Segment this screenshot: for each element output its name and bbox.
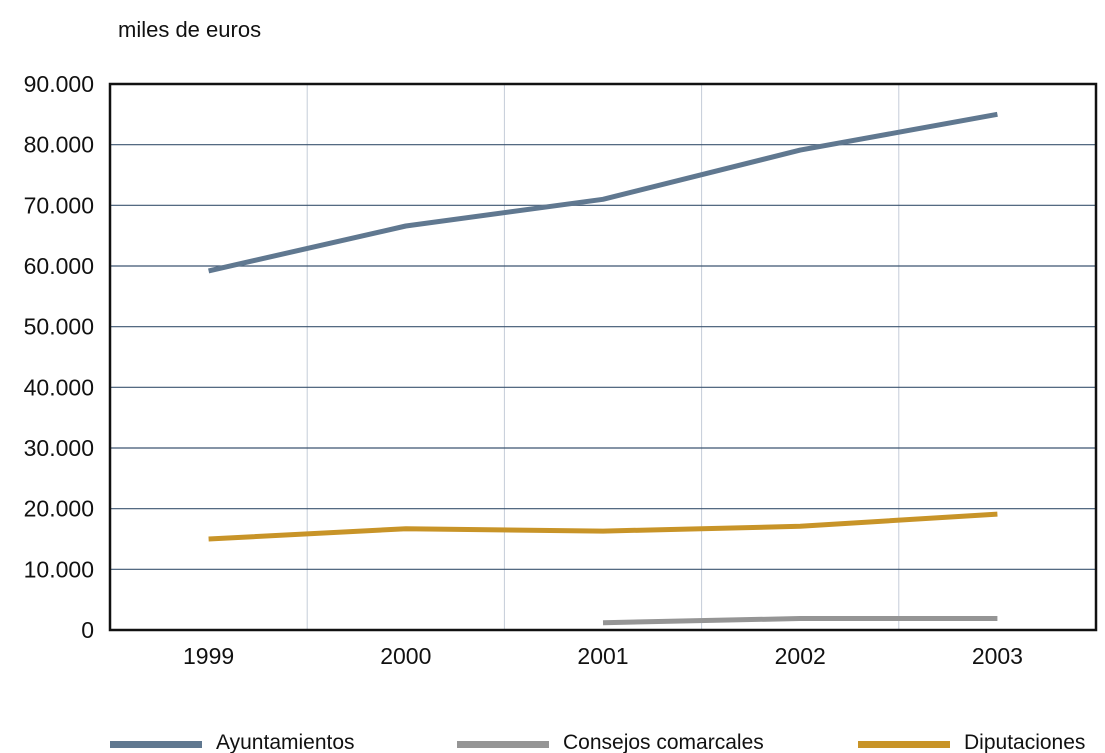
series-lines — [208, 111, 998, 626]
plot-area — [110, 84, 1096, 630]
plot-frame — [108, 82, 1098, 632]
x-tick-label: 2001 — [577, 643, 628, 669]
y-tick-label: 0 — [81, 617, 94, 643]
legend-label: Consejos comarcales — [563, 731, 764, 753]
series-line-0 — [208, 111, 998, 274]
y-tick-label: 20.000 — [24, 496, 94, 522]
y-tick-label: 80.000 — [24, 132, 94, 158]
legend-label: Diputaciones — [964, 731, 1085, 753]
y-tick-label: 90.000 — [24, 71, 94, 97]
x-axis-ticks: 1999 2000 2001 2002 2003 — [183, 643, 1023, 669]
y-tick-label: 40.000 — [24, 374, 94, 400]
legend-swatch — [858, 741, 950, 748]
x-tick-label: 2000 — [380, 643, 431, 669]
series-line-2 — [208, 511, 998, 542]
y-tick-label: 50.000 — [24, 314, 94, 340]
series-line-1 — [602, 616, 998, 626]
y-tick-label: 70.000 — [24, 192, 94, 218]
x-tick-label: 2002 — [775, 643, 826, 669]
x-tick-label: 1999 — [183, 643, 234, 669]
y-axis-unit-label: miles de euros — [118, 17, 261, 42]
y-axis-ticks: 0 10.000 20.000 30.000 40.000 50.000 60.000 70.… — [24, 71, 94, 643]
legend-label: Ayuntamientos — [216, 731, 355, 753]
x-tick-label: 2003 — [972, 643, 1023, 669]
legend: Ayuntamientos Consejos comarcales Diputaci… — [110, 731, 1085, 753]
legend-swatch — [457, 741, 549, 748]
horizontal-grid — [110, 144, 1096, 570]
y-tick-label: 60.000 — [24, 253, 94, 279]
legend-swatch — [110, 741, 202, 748]
y-tick-label: 10.000 — [24, 556, 94, 582]
y-tick-label: 30.000 — [24, 435, 94, 461]
